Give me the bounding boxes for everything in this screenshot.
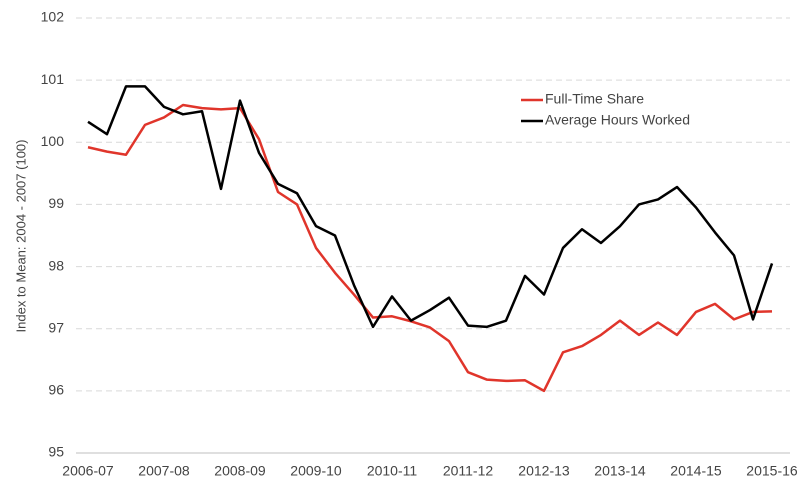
x-tick-label: 2006-07 [62, 463, 114, 479]
x-tick-label: 2007-08 [138, 463, 190, 479]
y-tick-label: 96 [48, 382, 64, 398]
y-tick-label: 100 [41, 133, 65, 149]
x-tick-label: 2013-14 [594, 463, 646, 479]
series-line [87, 85, 774, 329]
series-line [87, 103, 773, 393]
y-tick-label: 98 [48, 257, 64, 273]
y-tick-label: 102 [41, 9, 65, 25]
y-tick-label: 99 [48, 195, 64, 211]
x-tick-label: 2011-12 [443, 463, 494, 479]
x-tick-label: 2015-16 [746, 463, 798, 479]
x-tick-label: 2008-09 [214, 463, 266, 479]
x-tick-label: 2014-15 [670, 463, 722, 479]
y-tick-label: 97 [48, 319, 64, 335]
legend-label: Full-Time Share [545, 91, 644, 107]
y-axis-label: Index to Mean: 2004 - 2007 (100) [13, 140, 28, 333]
legend-label: Average Hours Worked [545, 112, 690, 128]
x-tick-label: 2012-13 [518, 463, 570, 479]
y-tick-label: 101 [41, 71, 65, 87]
y-tick-label: 95 [48, 444, 64, 460]
x-tick-label: 2009-10 [290, 463, 342, 479]
x-tick-label: 2010-11 [367, 463, 418, 479]
